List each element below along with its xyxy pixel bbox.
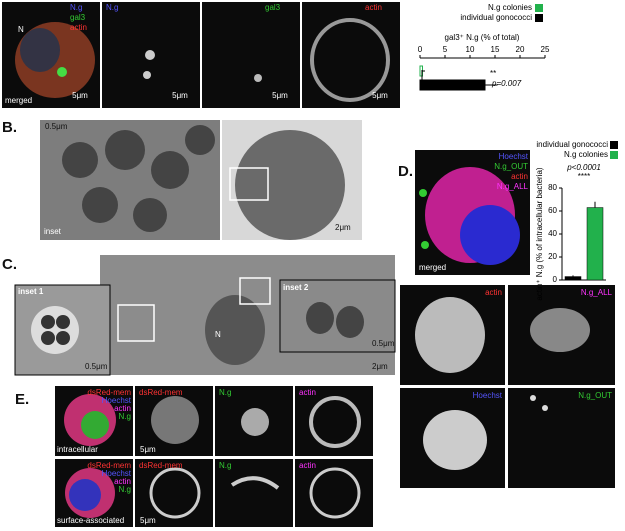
channel-label: dsRed-mem <box>87 388 131 397</box>
y-tick-label: 60 <box>548 206 557 215</box>
channel-label: gal3 <box>265 3 281 12</box>
caption: merged <box>419 263 446 272</box>
em-bacteria <box>62 125 215 232</box>
x-tick-label: 0 <box>418 45 423 54</box>
legend-swatch <box>535 4 543 12</box>
scale-label: 5μm <box>140 445 156 454</box>
channel-label: N.g_ALL <box>497 182 529 191</box>
panel-label: C. <box>2 256 17 273</box>
chart-title: gal3⁺ N.g (% of total) <box>445 33 520 42</box>
channel-label: dsRed-mem <box>139 461 183 470</box>
channel-label: actin <box>70 23 87 32</box>
nucleus-label: N <box>18 25 24 34</box>
panel-label: D. <box>398 163 413 180</box>
scale-label: 0.5μm <box>372 339 395 348</box>
channel-label: actin <box>365 3 382 12</box>
channel-label: N.g <box>119 485 131 494</box>
channel-label: Hoechst <box>499 152 529 161</box>
scale-label: 5μm <box>72 91 88 100</box>
channel-label: gal3 <box>70 13 86 22</box>
caption: inset 2 <box>283 283 309 292</box>
legend-swatch <box>610 151 618 159</box>
legend-swatch <box>535 14 543 22</box>
panel-label: B. <box>2 119 17 136</box>
bar <box>419 79 486 91</box>
legend-label: N.g colonies <box>564 150 608 159</box>
channel-label: N.g <box>70 3 82 12</box>
channel-label: actin <box>299 461 316 470</box>
channel-label: N.g <box>219 461 231 470</box>
legend-label: individual gonococci <box>536 140 608 149</box>
y-axis-label: actin⁺ N.g (% of intracellular bacteria) <box>535 167 544 301</box>
caption: merged <box>5 96 32 105</box>
channel-label: actin <box>114 404 131 413</box>
nucleus-label: N <box>215 330 221 339</box>
y-tick-label: 40 <box>548 229 557 238</box>
channel-label: N.g <box>119 412 131 421</box>
channel-label: Hoechst <box>102 469 132 478</box>
annotation: ** <box>490 69 496 78</box>
caption: inset 1 <box>18 287 44 296</box>
scale-label: 5μm <box>272 91 288 100</box>
channel-label: actin <box>485 288 502 297</box>
scale-label: 5μm <box>140 516 156 525</box>
annotation: p=0.007 <box>491 79 522 88</box>
channel-label: N.g_OUT <box>578 391 612 400</box>
panel-d-images <box>400 285 615 488</box>
x-tick-label: 15 <box>491 45 500 54</box>
scale-label: 2μm <box>335 223 351 232</box>
bar <box>586 207 604 281</box>
legend-label: individual gonococci <box>460 13 532 22</box>
channel-label: dsRed-mem <box>139 388 183 397</box>
channel-label: N.g <box>106 3 118 12</box>
channel-label: N.g <box>219 388 231 397</box>
channel-label: actin <box>299 388 316 397</box>
legend-swatch <box>610 141 618 149</box>
x-tick-label: 5 <box>443 45 448 54</box>
channel-label: Hoechst <box>473 391 503 400</box>
channel-label: N.g_ALL <box>581 288 613 297</box>
x-tick-label: 10 <box>466 45 475 54</box>
annotation: **** <box>578 172 590 181</box>
scale-label: 0.5μm <box>45 122 68 131</box>
channel-label: actin <box>114 477 131 486</box>
x-tick-label: 25 <box>541 45 550 54</box>
caption: surface-associated <box>57 516 124 525</box>
bar <box>564 276 582 281</box>
x-tick-label: 20 <box>516 45 525 54</box>
channel-label: Hoechst <box>102 396 132 405</box>
panel-a-images <box>2 2 400 108</box>
panel-label: E. <box>15 391 29 408</box>
annotation: p<0.0001 <box>566 163 601 172</box>
y-tick-label: 80 <box>548 183 557 192</box>
caption: intracellular <box>57 445 98 454</box>
panel-e-images <box>55 386 373 527</box>
y-tick-label: 20 <box>548 252 557 261</box>
scale-label: 2μm <box>372 362 388 371</box>
channel-label: dsRed-mem <box>87 461 131 470</box>
scale-label: 0.5μm <box>85 362 108 371</box>
scale-label: 5μm <box>172 91 188 100</box>
scale-label: 5μm <box>372 91 388 100</box>
channel-label: actin <box>511 172 528 181</box>
y-tick-label: 0 <box>553 275 558 284</box>
caption: inset <box>44 227 62 236</box>
channel-label: N.g_OUT <box>494 162 528 171</box>
legend-label: N.g colonies <box>488 3 532 12</box>
